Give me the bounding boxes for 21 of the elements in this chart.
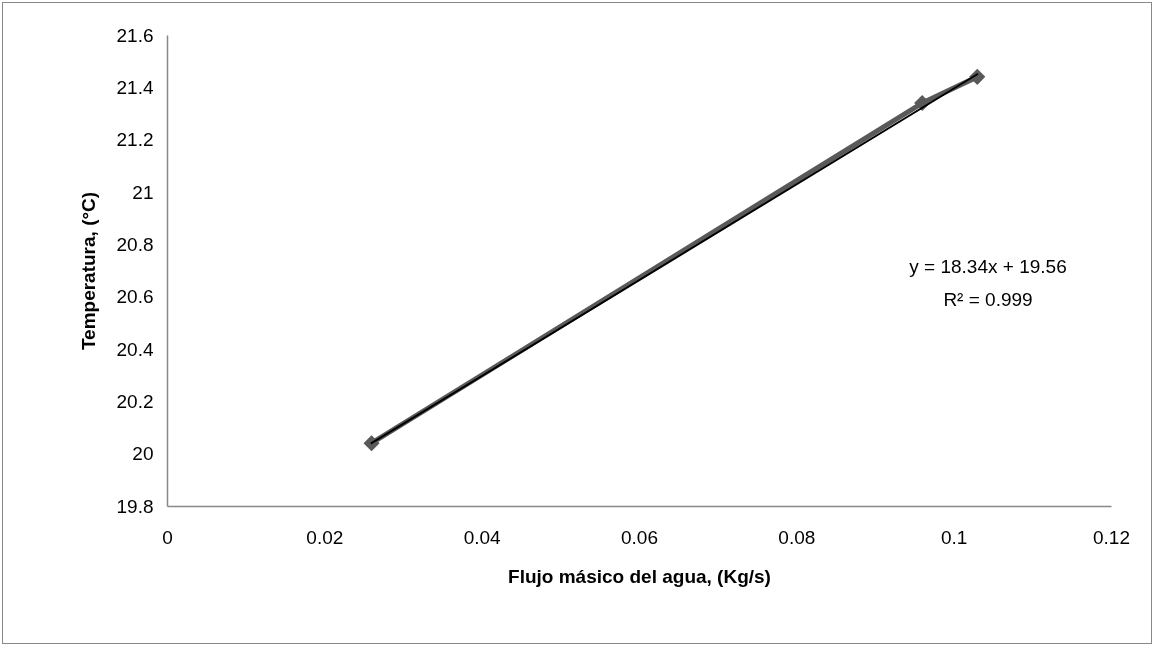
y-tick-label: 21.4 xyxy=(116,76,154,98)
y-tick-label: 21.6 xyxy=(116,24,154,46)
y-tick-label: 20.8 xyxy=(116,233,154,255)
x-tick-label: 0 xyxy=(162,526,173,548)
y-tick-label: 20.6 xyxy=(116,286,154,308)
x-tick-label: 0.12 xyxy=(1093,526,1130,548)
x-tick-label: 0.02 xyxy=(306,526,344,548)
x-tick-label: 0.06 xyxy=(621,526,658,548)
y-tick-label: 20 xyxy=(132,443,154,465)
y-tick-label: 20.4 xyxy=(116,338,154,360)
y-axis-title: Temperatura, (°C) xyxy=(77,191,99,351)
y-tick-label: 20.2 xyxy=(116,390,154,412)
x-tick-label: 0.1 xyxy=(940,526,968,548)
annotation: R² = 0.999 xyxy=(943,289,1033,310)
x-tick-label: 0.08 xyxy=(778,526,816,548)
y-tick-label: 21.2 xyxy=(116,129,154,151)
y-tick-label: 21 xyxy=(132,181,154,203)
annotation: y = 18.34x + 19.56 xyxy=(909,256,1067,277)
y-tick-label: 19.8 xyxy=(116,495,154,517)
x-tick-label: 0.04 xyxy=(463,526,502,548)
x-axis-title: Flujo másico del agua, (Kg/s) xyxy=(508,565,771,587)
